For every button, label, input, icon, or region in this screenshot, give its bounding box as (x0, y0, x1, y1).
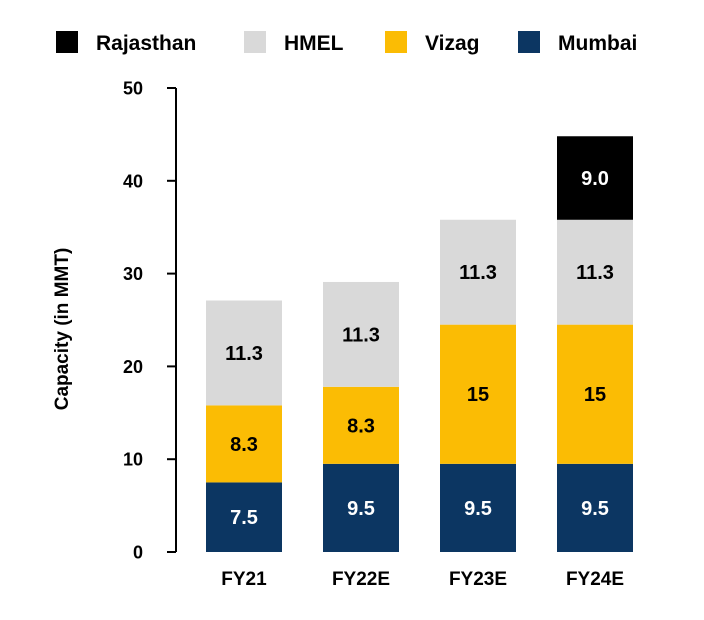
legend-label: HMEL (284, 32, 344, 55)
data-label: 9.0 (581, 168, 609, 190)
data-label: 11.3 (342, 324, 380, 346)
x-axis-labels: FY21 FY22E FY23E FY24E (221, 569, 624, 590)
bar-segment-rajasthan (557, 136, 633, 220)
data-label: 11.3 (576, 262, 614, 284)
bar-segment-mumbai (323, 463, 399, 552)
legend-label: Rajasthan (96, 32, 196, 55)
legend-swatch (518, 31, 540, 53)
bar-segment-mumbai (206, 482, 282, 552)
data-label: 8.3 (230, 434, 258, 456)
bar-segment-vizag (323, 386, 399, 464)
legend-item-mumbai: Mumbai (518, 31, 637, 55)
x-tick-label: FY22E (332, 569, 390, 590)
bar-stack-fy24e: 9.5 15 11.3 9.0 (557, 136, 633, 552)
data-label: 8.3 (347, 415, 375, 437)
y-axis-title: Capacity (in MMT) (52, 248, 73, 411)
bar-segment-hmel (557, 219, 633, 325)
data-label: 9.5 (347, 498, 375, 520)
bar-segment-hmel (440, 219, 516, 325)
legend-swatch (244, 31, 266, 53)
legend-label: Mumbai (558, 32, 637, 55)
y-axis: 0 10 20 30 40 50 (123, 79, 177, 563)
bar-stack-fy21: 7.5 8.3 11.3 (206, 300, 282, 552)
bar-segment-vizag (440, 324, 516, 464)
bar-segment-vizag (206, 405, 282, 483)
data-label: 15 (467, 384, 489, 406)
legend-item-hmel: HMEL (244, 31, 344, 55)
x-tick-label: FY23E (449, 569, 507, 590)
y-tick-label: 0 (133, 543, 143, 563)
data-label: 15 (584, 384, 606, 406)
bars: 7.58.311.39.58.311.39.51511.39.51511.39.… (206, 136, 633, 552)
legend-swatch (56, 31, 78, 53)
data-label: 9.5 (581, 498, 609, 520)
data-label: 7.5 (230, 507, 258, 529)
y-tick-label: 30 (123, 264, 143, 284)
bar-segment-hmel (206, 300, 282, 406)
y-tick-label: 20 (123, 357, 143, 377)
bar-segment-mumbai (440, 463, 516, 552)
y-tick-label: 40 (123, 171, 143, 191)
bar-stack-fy23e: 9.5 15 11.3 (440, 219, 516, 552)
legend-label: Vizag (425, 32, 479, 55)
bar-segment-vizag (557, 324, 633, 464)
bar-segment-hmel (323, 281, 399, 387)
data-label: 11.3 (225, 343, 263, 365)
data-label: 9.5 (464, 498, 492, 520)
legend-item-vizag: Vizag (385, 31, 479, 55)
bar-segment-mumbai (557, 463, 633, 552)
bar-stack-fy22e: 9.5 8.3 11.3 (323, 281, 399, 552)
chart-legend: Rajasthan HMEL Vizag Mumbai (56, 31, 637, 55)
data-label: 11.3 (459, 262, 497, 284)
y-tick-label: 10 (123, 450, 143, 470)
legend-item-rajasthan: Rajasthan (56, 31, 196, 55)
y-tick-label: 50 (123, 79, 143, 99)
x-tick-label: FY24E (566, 569, 624, 590)
x-tick-label: FY21 (221, 569, 267, 590)
legend-swatch (385, 31, 407, 53)
